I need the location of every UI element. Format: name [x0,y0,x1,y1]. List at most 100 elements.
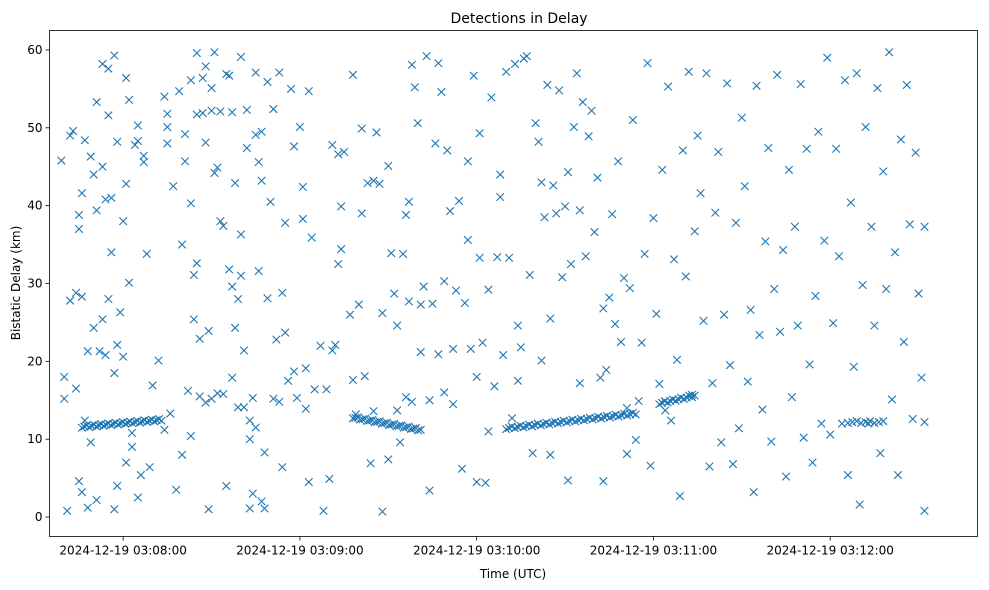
data-point [236,52,246,62]
data-point [216,107,225,116]
track-point [605,413,615,422]
data-point [360,371,369,381]
data-point [493,252,502,262]
data-point [599,477,608,486]
data-point [596,373,605,382]
track-point [655,400,664,409]
data-point [328,140,337,150]
data-point [245,504,255,513]
data-point [369,406,378,416]
data-point [245,435,255,444]
track-point [510,424,519,433]
data-point [104,294,113,304]
data-point [552,209,561,218]
data-point [401,392,411,402]
data-point [251,68,260,77]
track-point [77,423,87,432]
data-point [328,346,337,355]
data-point [560,202,570,211]
data-point [722,79,732,88]
data-point [646,461,655,470]
track-point [571,417,580,426]
track-point [519,423,528,432]
data-point [499,350,508,360]
y-tick-label-6: 60 [27,43,42,57]
data-point [681,272,691,281]
data-point [605,293,614,302]
data-point [269,394,278,403]
data-point [242,143,252,153]
data-point [899,337,909,347]
data-point [437,87,446,97]
data-point [752,81,761,90]
data-point [445,206,455,216]
track-point [372,417,382,427]
track-point [690,391,699,400]
data-point [440,388,449,397]
data-point [920,417,929,427]
data-point [98,162,107,171]
data-point [186,76,196,85]
data-point [263,77,272,87]
data-point [230,178,240,188]
data-point [463,157,473,166]
data-point [124,95,134,104]
track-point [128,419,137,428]
data-point [884,48,894,57]
data-point [384,455,393,464]
data-point [348,375,358,385]
data-point [764,143,773,153]
track-point [106,420,116,430]
data-point [266,197,275,206]
data-point [92,97,101,107]
track-point [597,414,606,423]
track-point [536,421,545,430]
data-point [834,252,844,261]
data-point [121,179,131,189]
data-point [510,59,520,69]
data-point [537,356,546,365]
data-point [737,113,747,122]
data-point [74,224,84,234]
data-point [257,127,266,136]
data-point [616,337,626,347]
data-point [711,208,720,217]
data-point [734,424,744,433]
data-point [77,292,87,301]
data-point [260,448,269,457]
track-point [414,426,423,435]
data-point [89,323,98,333]
data-point [575,378,584,388]
data-point [758,405,767,414]
data-point [242,105,252,115]
data-point [811,291,820,301]
data-point [428,299,437,308]
data-point [278,463,287,472]
data-point [280,328,290,337]
data-point [239,403,249,412]
data-point [793,321,802,330]
data-point [189,270,199,280]
data-point [708,378,717,388]
data-point [575,206,584,215]
data-point [398,249,408,259]
data-point [637,338,646,347]
data-point [207,83,216,93]
data-point [334,259,343,269]
data-point [896,135,906,144]
data-point [448,399,458,409]
x-tick-label-1: 2024-12-19 03:09:00 [236,544,363,558]
data-point [251,130,260,140]
data-point [257,176,266,185]
data-point [57,156,66,165]
y-tick-label-3: 30 [27,277,42,291]
data-point [610,319,620,329]
data-point [289,142,299,151]
data-point [177,450,187,459]
data-point [83,503,92,512]
data-point [68,126,78,136]
data-point [652,309,661,319]
data-point [669,255,679,264]
data-point [658,165,667,175]
data-point [805,360,814,369]
